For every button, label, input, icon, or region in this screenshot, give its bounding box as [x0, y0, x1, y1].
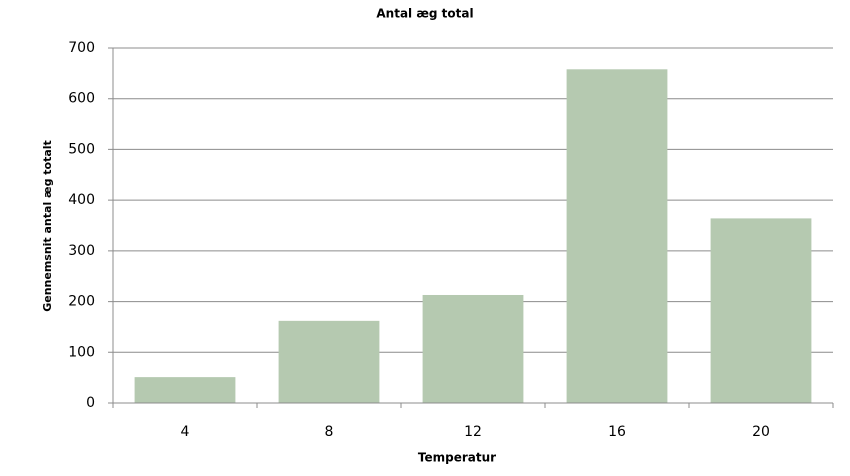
y-tick-label: 400	[68, 192, 95, 208]
bar	[566, 69, 668, 404]
chart-title: Antal æg total	[376, 7, 473, 21]
bar	[710, 218, 812, 403]
x-tick-label: 20	[752, 424, 770, 440]
x-tick-label: 8	[325, 424, 334, 440]
bar	[278, 320, 380, 403]
y-tick-label: 100	[68, 344, 95, 360]
y-tick-label: 300	[68, 243, 95, 259]
x-axis-title: Temperatur	[418, 451, 496, 465]
y-tick-label: 200	[68, 294, 95, 310]
y-tick-label: 600	[68, 91, 95, 107]
y-tick-label: 700	[68, 40, 95, 56]
y-axis-title: Gennemsnit antal æg totalt	[41, 140, 54, 312]
x-tick-label: 12	[464, 424, 482, 440]
y-tick-label: 500	[68, 141, 95, 157]
bar	[422, 294, 524, 403]
x-tick-label: 4	[181, 424, 190, 440]
y-tick-label: 0	[86, 395, 95, 411]
x-tick-label: 16	[608, 424, 626, 440]
bar	[134, 377, 236, 403]
